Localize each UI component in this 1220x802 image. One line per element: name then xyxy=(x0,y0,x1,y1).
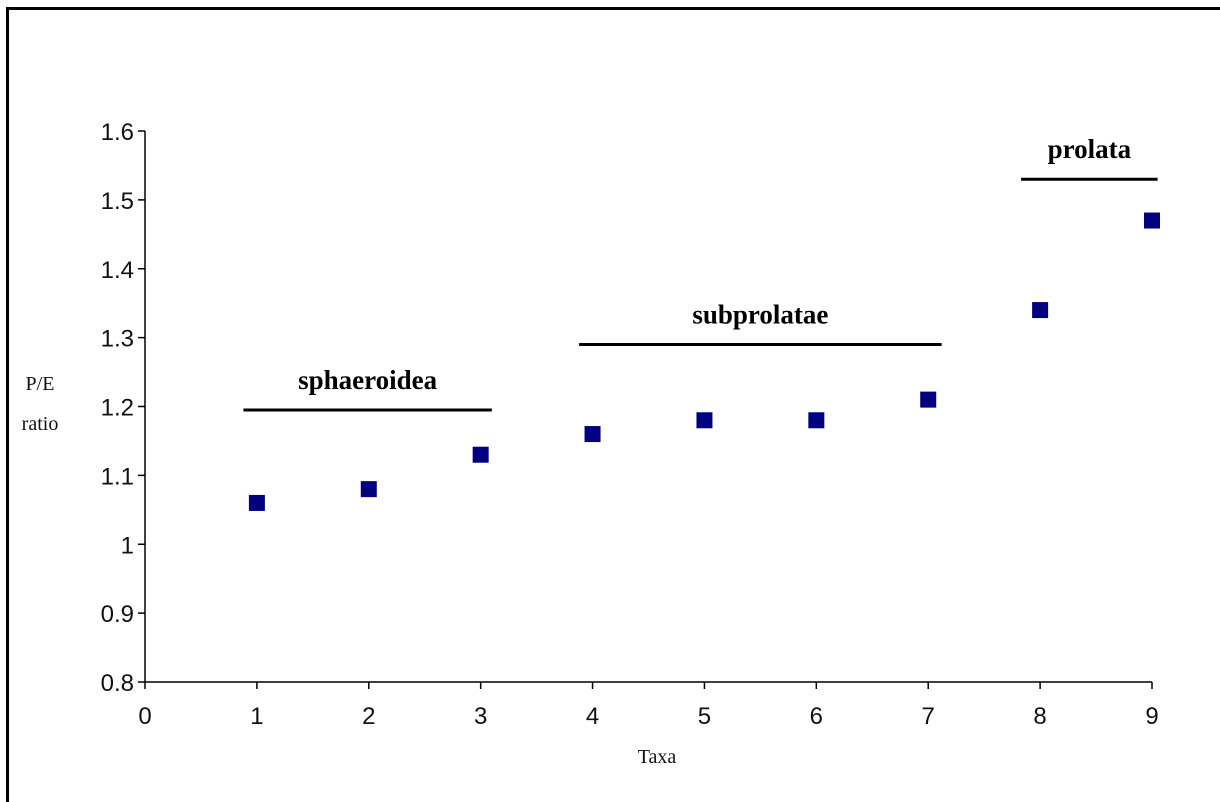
data-point xyxy=(1032,302,1049,319)
data-points xyxy=(248,212,1160,511)
data-point xyxy=(696,412,713,429)
group-label: prolata xyxy=(1048,134,1132,164)
x-tick-label: 3 xyxy=(474,703,487,730)
data-point xyxy=(920,391,937,408)
x-tick-label: 7 xyxy=(922,703,935,730)
y-tick-label: 0.9 xyxy=(101,601,134,628)
y-tick-label: 1.2 xyxy=(101,395,134,422)
data-point xyxy=(808,412,825,429)
group-label: sphaeroidea xyxy=(298,365,438,395)
x-tick-label: 4 xyxy=(586,703,599,730)
y-tick-label: 1.4 xyxy=(101,257,134,284)
x-tick-label: 5 xyxy=(698,703,711,730)
data-point xyxy=(360,481,377,498)
y-tick-label: 1.1 xyxy=(101,463,134,490)
x-tick-label: 2 xyxy=(362,703,375,730)
data-point xyxy=(584,426,601,443)
group-label: subprolatae xyxy=(692,300,828,330)
x-tick-label: 8 xyxy=(1033,703,1046,730)
x-tick-label: 1 xyxy=(250,703,263,730)
data-point xyxy=(248,494,265,511)
y-axis-title-line1: P/E xyxy=(26,373,55,395)
y-tick-label: 1.3 xyxy=(101,326,134,353)
ticks: 0.8 0.9 1 1.1 1.2 1.3 1.4 1.5 1.6 0 1 2 3 4 5 6 7 8 9 xyxy=(101,119,1159,730)
y-tick-label: 1.5 xyxy=(101,188,134,215)
y-tick-label: 0.8 xyxy=(101,670,134,697)
axes xyxy=(144,131,1152,683)
y-axis-title-line2: ratio xyxy=(22,413,59,435)
data-point xyxy=(472,446,489,463)
data-point xyxy=(1144,212,1160,229)
y-tick-label: 1 xyxy=(121,532,134,559)
group-annotations: sphaeroidea subprolatae prolata xyxy=(243,134,1158,412)
x-axis-title: Taxa xyxy=(638,746,677,768)
chart-frame xyxy=(6,7,1220,802)
x-tick-label: 0 xyxy=(138,703,151,730)
x-tick-label: 9 xyxy=(1145,703,1158,730)
y-tick-label: 1.6 xyxy=(101,119,134,146)
x-tick-label: 6 xyxy=(810,703,823,730)
